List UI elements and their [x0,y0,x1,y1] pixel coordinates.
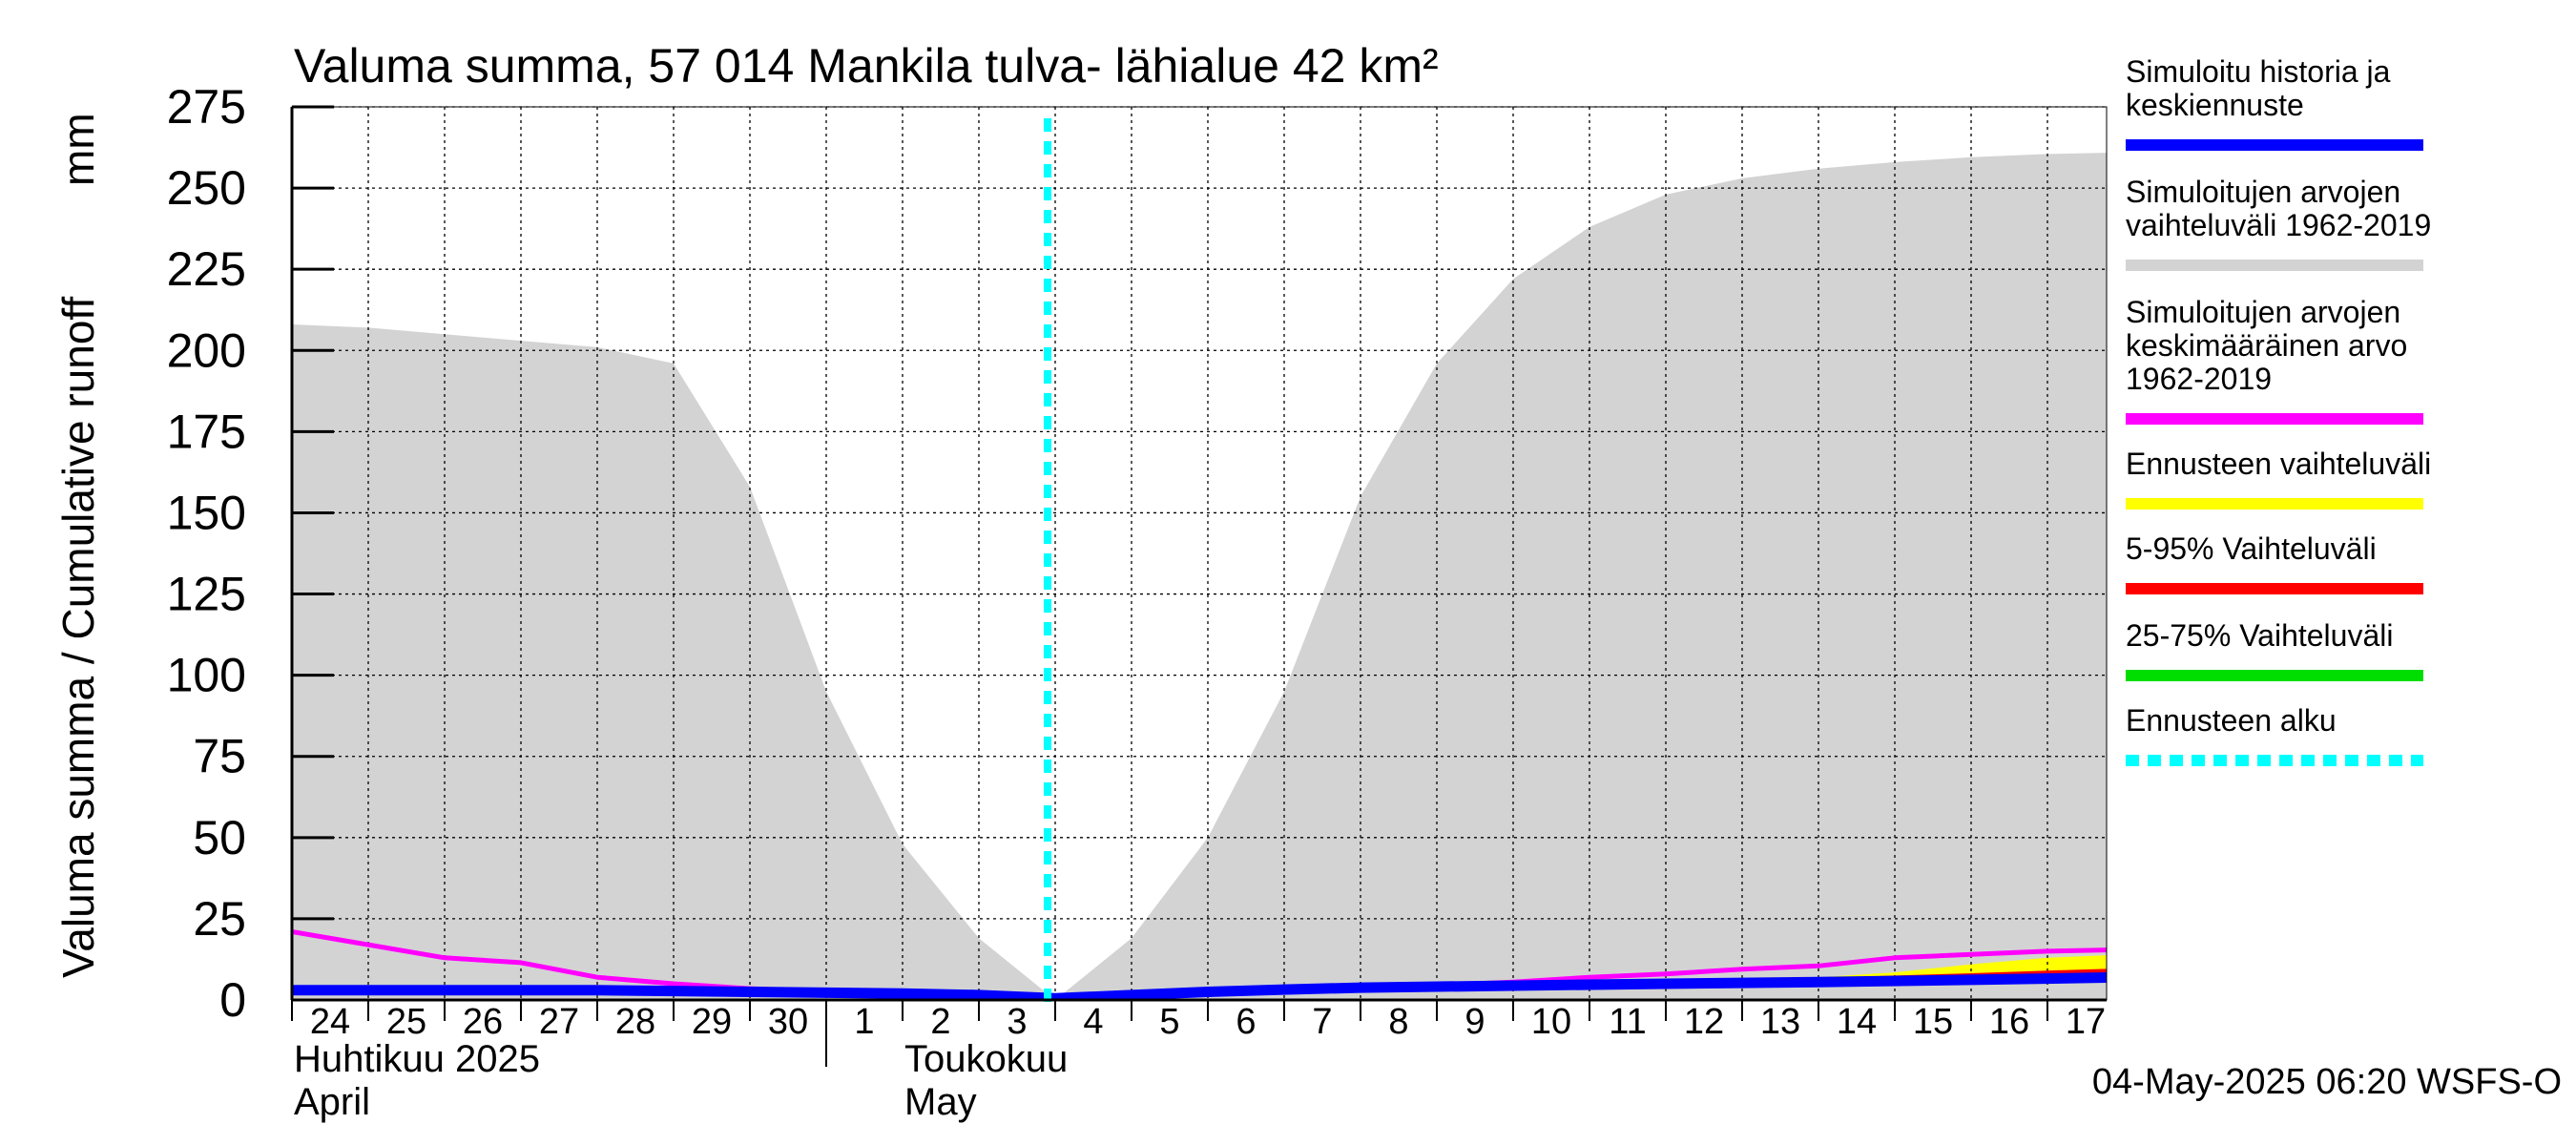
y-tick-labels: 0 25 50 75 100 125 150 175 200 225 250 275 [167,80,334,1027]
legend-label: keskimääräinen arvo [2126,328,2407,363]
x-tick-label: 26 [463,1002,503,1042]
x-tick-label: 29 [692,1002,732,1042]
x-tick-label: 5 [1159,1002,1179,1042]
legend-label: Ennusteen alku [2126,703,2337,738]
y-tick-label: 25 [193,892,246,946]
month-label-en: April [294,1081,370,1123]
x-tick-label: 14 [1837,1002,1877,1042]
y-axis-unit: mm [53,113,103,186]
plot-frame [291,106,2108,1001]
y-tick-label: 275 [167,80,246,134]
chart-title: Valuma summa, 57 014 Mankila tulva- lähi… [294,39,1439,93]
month-label-fi: Huhtikuu 2025 [294,1038,540,1080]
x-tick-label: 9 [1465,1002,1485,1042]
y-tick-label: 225 [167,242,246,296]
y-tick-label: 200 [167,323,246,377]
y-tick-label: 250 [167,161,246,215]
x-tick-label: 27 [539,1002,579,1042]
x-tick-label: 2 [930,1002,950,1042]
footer-timestamp: 04-May-2025 06:20 WSFS-O [2092,1062,2562,1102]
x-tick-label: 10 [1531,1002,1571,1042]
x-tick-label: 13 [1760,1002,1800,1042]
month-label-en: May [904,1081,977,1123]
y-tick-label: 100 [167,649,246,702]
x-tick-label: 8 [1388,1002,1408,1042]
y-tick-label: 150 [167,486,246,539]
x-tick-label: 6 [1236,1002,1256,1042]
y-tick-label: 175 [167,405,246,458]
legend-label: vaihteluväli 1962-2019 [2126,208,2431,242]
legend-label: Simuloitujen arvojen [2126,175,2400,209]
x-tick-label: 4 [1083,1002,1103,1042]
x-tick-label: 3 [1007,1002,1027,1042]
x-tick-label: 17 [2066,1002,2106,1042]
x-tick-labels: 24 25 26 27 28 29 30 1 2 3 4 5 6 7 8 9 10 11 12 13 14 15 16 17 [291,1000,2106,1042]
legend-label: keskiennuste [2126,88,2304,122]
legend-label: Simuloitu historia ja [2126,54,2391,89]
y-tick-label: 0 [219,973,246,1027]
x-tick-label: 12 [1684,1002,1724,1042]
x-tick-label: 15 [1913,1002,1953,1042]
legend-label: 5-95% Vaihteluväli [2126,531,2377,566]
x-tick-label: 16 [1989,1002,2029,1042]
legend-label: 1962-2019 [2126,362,2272,396]
y-tick-label: 75 [193,730,246,783]
x-tick-label: 11 [1609,1002,1646,1042]
axes [290,106,2108,1002]
x-tick-label: 1 [854,1002,874,1042]
legend-label: Simuloitujen arvojen [2126,295,2400,329]
legend-label: Ennusteen vaihteluväli [2126,447,2431,481]
x-tick-label: 30 [768,1002,808,1042]
band-area [292,153,2107,1000]
x-tick-label: 7 [1312,1002,1332,1042]
x-tick-label: 28 [615,1002,655,1042]
legend-label: 25-75% Vaihteluväli [2126,618,2393,653]
series-lines [292,929,2107,1000]
x-tick-label: 25 [386,1002,426,1042]
month-label-fi: Toukokuu [904,1038,1068,1080]
x-tick-label: 24 [310,1002,350,1042]
y-tick-label: 125 [167,568,246,621]
series-line [292,972,2107,1000]
y-axis-label: Valuma summa / Cumulative runoff [53,297,103,978]
y-tick-label: 50 [193,811,246,864]
grid-lines [292,106,2107,1000]
